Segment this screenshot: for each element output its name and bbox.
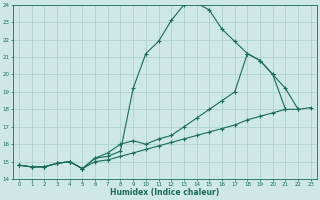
X-axis label: Humidex (Indice chaleur): Humidex (Indice chaleur) [110,188,220,197]
